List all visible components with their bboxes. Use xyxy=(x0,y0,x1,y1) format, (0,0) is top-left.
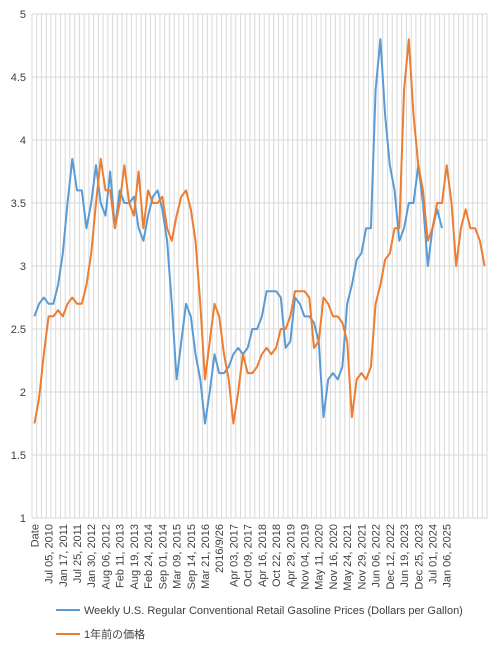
x-tick-label: Mar 21, 2016 xyxy=(200,524,212,589)
x-tick-label: Dec 12, 2022 xyxy=(385,524,397,589)
x-tick-label: Sep 14, 2015 xyxy=(186,524,198,589)
x-tick-label: Nov 04, 2019 xyxy=(300,524,312,589)
y-tick-label: 2 xyxy=(20,387,26,399)
y-tick-label: 1.5 xyxy=(11,450,26,462)
x-tick-label: Feb 24, 2014 xyxy=(143,524,155,589)
y-tick-label: 3 xyxy=(20,261,26,273)
x-tick-label: Jun 06, 2022 xyxy=(371,524,383,588)
y-tick-label: 3.5 xyxy=(11,198,26,210)
x-tick-label: 2016/9/26 xyxy=(214,524,226,573)
x-tick-label: Jan 06, 2025 xyxy=(442,524,454,588)
x-tick-label: Aug 06, 2012 xyxy=(100,524,112,589)
x-tick-label: Oct 22, 2018 xyxy=(271,524,283,587)
x-tick-label: Jul 05, 2010 xyxy=(44,524,56,584)
y-tick-label: 5 xyxy=(20,9,26,21)
x-tick-label: Date xyxy=(29,524,41,547)
x-tick-label: Dec 25, 2023 xyxy=(413,524,425,589)
x-tick-label: May 24, 2021 xyxy=(342,524,354,591)
x-tick-label: Jul 01, 2024 xyxy=(427,524,439,584)
y-tick-label: 2.5 xyxy=(11,324,26,336)
x-tick-label: Jun 19, 2023 xyxy=(399,524,411,588)
y-tick-label: 4 xyxy=(20,135,26,147)
x-tick-label: Oct 09, 2017 xyxy=(243,524,255,587)
x-tick-label: Jul 25, 2011 xyxy=(72,524,84,583)
x-tick-label: Apr 29, 2019 xyxy=(285,524,297,587)
series-line xyxy=(33,38,486,425)
x-tick-label: Sep 01, 2014 xyxy=(157,524,169,589)
x-tick-label: Apr 03, 2017 xyxy=(228,524,240,587)
x-tick-label: Nov 29, 2021 xyxy=(356,524,368,589)
x-tick-label: Jan 17, 2011 xyxy=(58,524,70,587)
legend-label: Weekly U.S. Regular Conventional Retail … xyxy=(84,605,463,617)
x-tick-label: Jan 30, 2012 xyxy=(86,524,98,588)
x-tick-label: Feb 11, 2013 xyxy=(115,524,127,588)
series-line xyxy=(33,38,443,425)
y-tick-label: 4.5 xyxy=(11,72,26,84)
x-tick-label: Apr 16, 2018 xyxy=(257,524,269,587)
x-tick-label: May 11, 2020 xyxy=(314,524,326,590)
legend-label: 1年前の価格 xyxy=(84,627,145,641)
x-tick-label: Nov 16, 2020 xyxy=(328,524,340,589)
y-tick-label: 1 xyxy=(20,513,26,525)
x-tick-label: Aug 19, 2013 xyxy=(129,524,141,589)
x-tick-label: Mar 09, 2015 xyxy=(172,524,184,589)
